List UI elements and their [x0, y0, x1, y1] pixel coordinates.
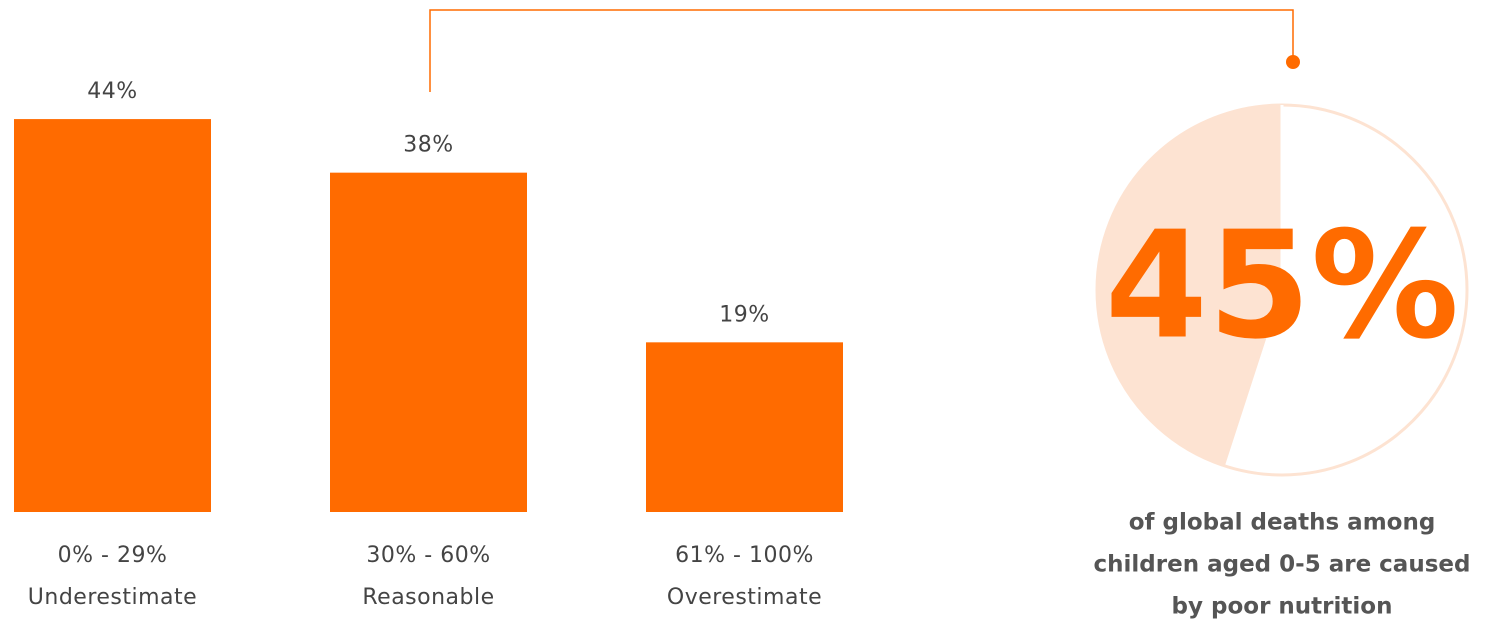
category-sublabel: Underestimate	[28, 585, 197, 610]
caption: children aged 0-5 are caused	[1094, 552, 1471, 578]
category-sublabel: Reasonable	[362, 585, 494, 610]
bar	[330, 172, 527, 512]
category-label: 0% - 29%	[58, 543, 168, 568]
value-label: 44%	[87, 79, 137, 104]
category-label: 30% - 60%	[366, 543, 490, 568]
value-label: 38%	[403, 133, 453, 158]
pie-value-label: 45%	[1105, 200, 1459, 372]
bar	[646, 342, 843, 512]
connector	[429, 9, 1294, 92]
category-sublabel: Overestimate	[667, 585, 822, 610]
pie-slice	[1097, 105, 1282, 466]
bar	[14, 119, 211, 512]
caption: by poor nutrition	[1172, 594, 1393, 620]
category-label: 61% - 100%	[675, 543, 814, 568]
value-label: 19%	[719, 302, 769, 327]
caption: of global deaths among	[1129, 510, 1436, 536]
connector-dot	[1286, 55, 1300, 69]
